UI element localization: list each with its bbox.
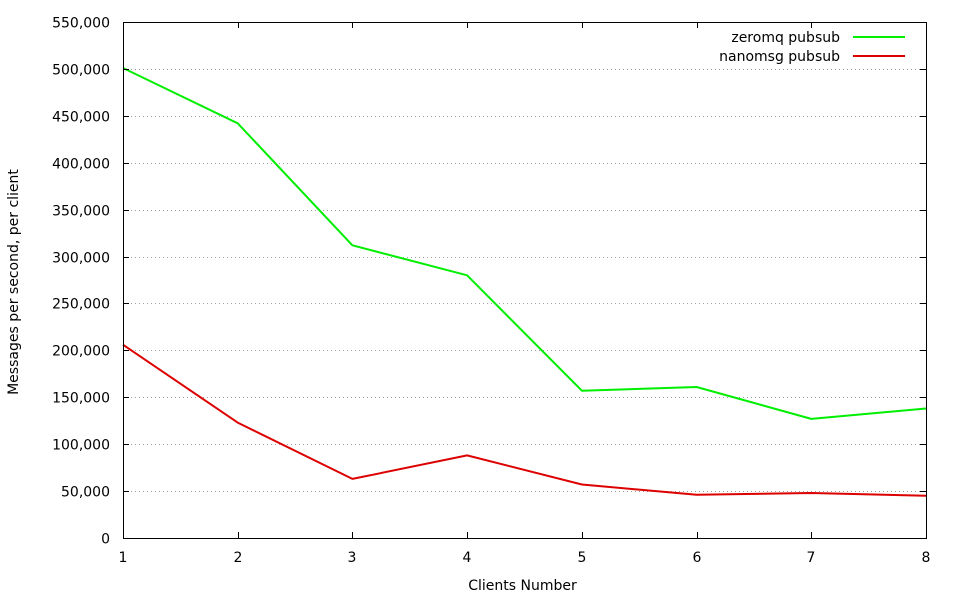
y-tick-label: 450,000 [52,110,110,126]
y-tick-label: 50,000 [61,485,110,501]
x-tick-label: 2 [234,550,243,566]
y-tick-label: 100,000 [52,438,110,454]
series-layer [122,67,927,497]
tick-layer [123,22,927,539]
legend-label: zeromq pubsub [731,30,840,46]
series-line-1 [122,67,927,420]
x-tick-label: 8 [922,550,931,566]
y-tick-label: 250,000 [52,297,110,313]
x-tick-label: 3 [348,550,357,566]
x-tick-label: 6 [693,550,702,566]
y-tick-label: 150,000 [52,391,110,407]
y-axis-title: Messages per second, per client [6,169,22,395]
grid-layer [123,69,926,492]
x-axis-title: Clients Number [468,578,577,594]
y-tick-label: 200,000 [52,344,110,360]
y-tick-label: 400,000 [52,157,110,173]
y-tick-label: 550,000 [52,16,110,32]
y-tick-label: 300,000 [52,251,110,267]
y-tick-label: 500,000 [52,63,110,79]
legend-label: nanomsg pubsub [719,49,840,65]
x-tick-label: 7 [807,550,816,566]
y-tick-label: 0 [101,532,110,548]
x-tick-label: 5 [578,550,587,566]
plot-frame [123,22,927,539]
legend: zeromq pubsub nanomsg pubsub [719,30,905,65]
x-tick-label: 1 [119,550,128,566]
y-tick-label: 350,000 [52,204,110,220]
tick-label-layer: 0 50,000 100,000 150,000 200,000 250,000 300,0… [52,16,930,567]
series-line-2 [122,343,927,497]
x-tick-label: 4 [463,550,472,566]
